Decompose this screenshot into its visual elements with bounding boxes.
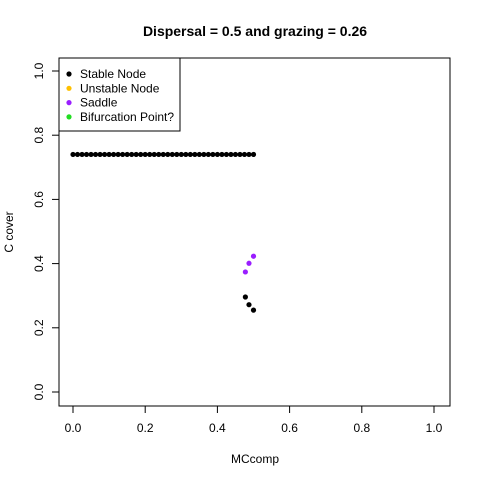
stable-node-point [187, 151, 193, 158]
stable-node-point [201, 151, 207, 158]
stable-node-point [228, 151, 234, 158]
stable-node-point [70, 151, 76, 158]
stable-node-point [192, 151, 198, 158]
stable-node-point [232, 151, 239, 158]
stable-node-point [156, 151, 162, 158]
stable-node-point [219, 151, 225, 158]
chart-title: Dispersal = 0.5 and grazing = 0.26 [143, 23, 367, 39]
stable-node-point [250, 307, 257, 313]
stable-node-point [246, 151, 252, 158]
stable-node-point [237, 151, 243, 158]
stable-node-point [142, 151, 148, 158]
stable-node-point [97, 151, 103, 158]
stable-node-point [83, 151, 90, 158]
stable-node-point [169, 151, 175, 158]
y-tick-label: 0.8 [32, 127, 46, 144]
stable-node-point [246, 302, 252, 308]
stable-node-point [129, 151, 135, 158]
stable-node-point [174, 151, 180, 158]
legend-marker-bifurcation-point [66, 114, 72, 120]
stable-node-point [101, 151, 108, 158]
x-tick-label: 1.0 [426, 421, 443, 435]
data-points [70, 151, 257, 313]
stable-node-point [106, 151, 112, 158]
y-tick-label: 1.0 [32, 62, 46, 79]
legend-label-unstable-node: Unstable Node [80, 81, 160, 95]
legend-marker-unstable-node [66, 85, 72, 91]
stable-node-point [223, 151, 230, 158]
x-tick-label: 0.0 [65, 421, 82, 435]
legend-marker-stable-node [66, 71, 72, 77]
y-tick-label: 0.2 [32, 319, 46, 336]
stable-node-point [165, 151, 171, 158]
legend-label-saddle: Saddle [80, 96, 118, 110]
legend-label-stable-node: Stable Node [80, 67, 146, 81]
stable-node-point [183, 151, 189, 158]
stable-node-point [242, 294, 248, 300]
stable-node-point [115, 151, 121, 158]
x-axis: 0.0 0.2 0.4 0.6 0.8 1.0 [65, 405, 443, 435]
y-tick-label: 0.0 [32, 383, 46, 400]
x-tick-label: 0.4 [209, 421, 226, 435]
legend-box [58, 57, 181, 132]
y-axis: 0.0 0.2 0.4 0.6 0.8 1.0 [32, 62, 60, 400]
stable-node-point [111, 151, 117, 158]
stable-node-point [205, 151, 211, 158]
x-tick-label: 0.6 [281, 421, 298, 435]
saddle-point [242, 269, 248, 275]
stable-node-point [250, 151, 257, 158]
stable-node-point [120, 151, 126, 158]
x-axis-label: MCcomp [231, 452, 279, 466]
stable-node-point [210, 151, 216, 158]
y-tick-label: 0.4 [32, 255, 46, 272]
stable-node-point [124, 151, 130, 158]
stable-node-point [160, 151, 166, 158]
x-tick-label: 0.8 [353, 421, 370, 435]
stable-node-point [92, 151, 99, 158]
stable-node-point [151, 151, 157, 158]
stable-node-point [138, 151, 144, 158]
stable-node-point [214, 151, 220, 158]
stable-node-point [133, 151, 139, 158]
y-tick-label: 0.6 [32, 191, 46, 208]
saddle-point [246, 260, 252, 266]
stable-node-point [147, 151, 153, 158]
legend-label-bifurcation-point: Bifurcation Point? [80, 110, 174, 124]
saddle-point [250, 253, 257, 259]
stable-node-point [178, 151, 184, 158]
stable-node-point [88, 151, 94, 158]
stable-node-point [241, 151, 248, 158]
stable-node-point [196, 151, 202, 158]
stable-node-point [74, 151, 81, 158]
stable-node-point [79, 151, 85, 158]
x-tick-label: 0.2 [137, 421, 154, 435]
legend-marker-saddle [66, 100, 72, 106]
y-axis-label: C cover [2, 211, 16, 252]
